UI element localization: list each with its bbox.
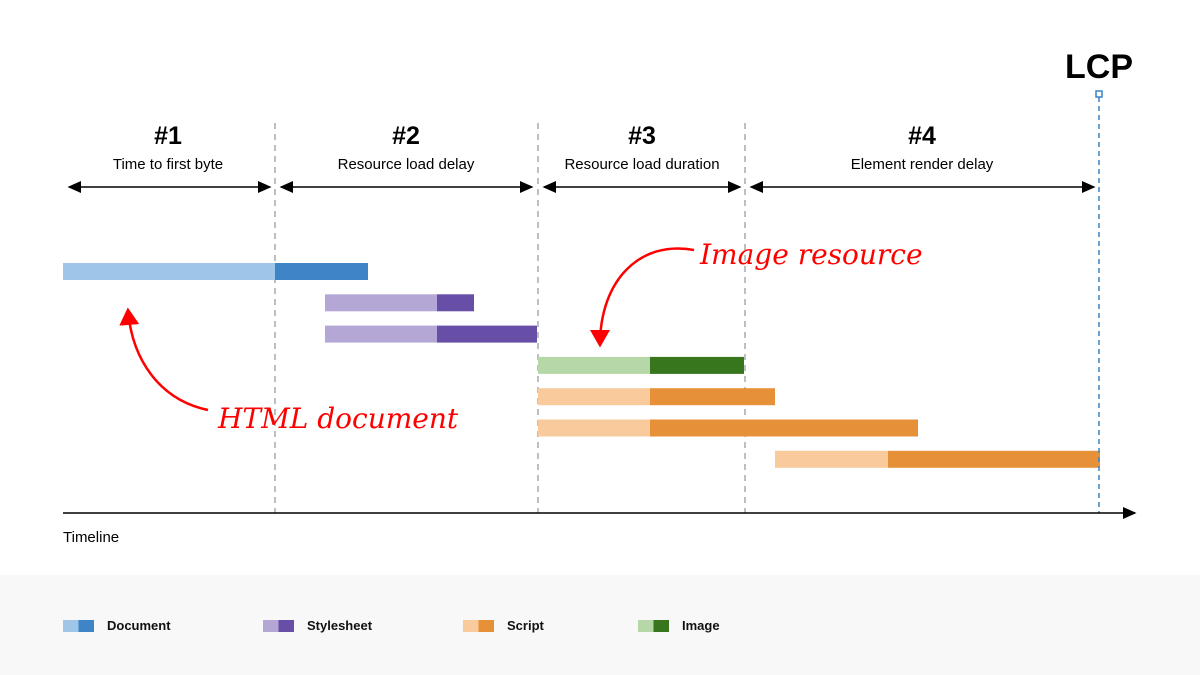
image-bar-download — [650, 356, 744, 374]
waterfall-diagram: #1 Time to first byte #2 Resource load d… — [63, 48, 1137, 546]
legend-label: Stylesheet — [307, 618, 373, 633]
image-annotation-arrow — [590, 247, 695, 348]
legend-item-stylesheet: Stylesheet — [263, 618, 372, 633]
html-annotation-arrow — [119, 307, 209, 412]
phase-3-number: #3 — [628, 122, 656, 150]
resource-bars — [63, 263, 1100, 468]
script-swatch — [463, 619, 494, 632]
legend-label: Document — [107, 618, 171, 633]
script-bar-download — [888, 450, 1100, 468]
phase-1-label: Time to first byte — [113, 156, 223, 173]
legend-item-script: Script — [463, 618, 544, 633]
timeline-label: Timeline — [63, 529, 119, 546]
phase-2-label: Resource load delay — [338, 156, 475, 173]
legend-item-document: Document — [63, 618, 171, 633]
document-bar-download — [275, 263, 368, 280]
phase-4-number: #4 — [908, 122, 936, 150]
legend-label: Script — [507, 618, 544, 633]
script-bar-waiting — [538, 419, 650, 437]
script-bar-download — [650, 419, 918, 437]
stylesheet-swatch — [263, 619, 294, 632]
image-annotation: Image resource — [699, 238, 923, 271]
html-annotation: HTML document — [217, 402, 459, 435]
script-bar-download — [650, 388, 775, 406]
legend-item-image: Image — [638, 618, 720, 633]
image-swatch — [638, 619, 669, 632]
stylesheet-bar-waiting — [325, 325, 437, 343]
document-swatch — [63, 619, 94, 632]
script-bar-waiting — [775, 450, 888, 468]
lcp-label: LCP — [1065, 48, 1133, 86]
phase-2-number: #2 — [392, 122, 420, 150]
lcp-marker-handle — [1095, 90, 1103, 98]
phase-1-number: #1 — [154, 122, 182, 150]
phase-4-label: Element render delay — [851, 156, 994, 173]
document-bar-waiting — [63, 263, 275, 280]
stylesheet-bar-download — [437, 325, 537, 343]
legend-label: Image — [682, 618, 720, 633]
stylesheet-bar-download — [437, 294, 474, 312]
phase-dividers — [274, 123, 746, 513]
image-bar-waiting — [538, 356, 650, 374]
phase-3-label: Resource load duration — [564, 156, 719, 173]
script-bar-waiting — [538, 388, 650, 406]
legend: Document Stylesheet Script Image — [0, 575, 1200, 675]
stylesheet-bar-waiting — [325, 294, 437, 312]
